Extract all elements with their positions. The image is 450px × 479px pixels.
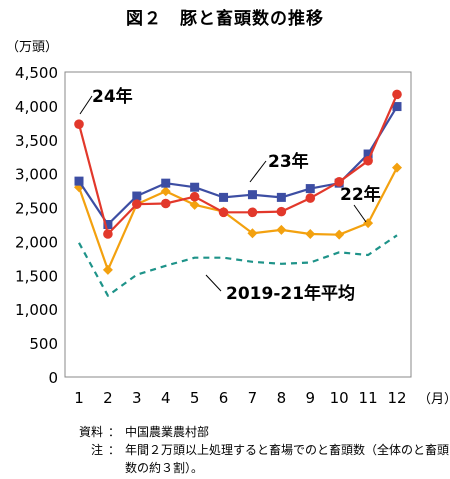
- x-tick-label: 8: [277, 389, 287, 407]
- series-0-point: [363, 155, 373, 166]
- x-tick-label: 2: [103, 389, 113, 407]
- series-2-line: [77, 167, 398, 271]
- series-1-point: [305, 184, 315, 194]
- series-3-line: [78, 234, 398, 297]
- footnote-key: 注: [90, 443, 103, 457]
- y-tick-label: 3,000: [15, 166, 58, 184]
- x-tick-label: 6: [219, 389, 229, 407]
- series-0-point: [276, 206, 287, 217]
- series-2-point: [392, 162, 402, 173]
- series-1-point: [132, 191, 142, 201]
- series-0-point: [189, 191, 200, 202]
- series-label-leader: [249, 160, 267, 183]
- y-axis: 0 500 1,000 1,500 2,000 2,500 3,000 3,500 4,000 4…: [15, 64, 58, 387]
- source-note-separator: ：: [107, 425, 120, 439]
- x-axis-unit-label: （月）: [418, 392, 450, 407]
- series-label: 22年: [340, 184, 381, 205]
- series-labels: 24年 23年 22年 2019-21年平均: [79, 86, 381, 304]
- series-0-point: [334, 177, 344, 187]
- x-tick-label: 11: [359, 389, 378, 407]
- source-note-text: 中国農業農村部: [125, 425, 210, 439]
- x-tick-label: 1: [74, 389, 84, 407]
- footnote: 注 ： 年間２万頭以上処理すると畜場でのと畜頭数（全体のと畜頭数の約３割）。: [64, 441, 450, 477]
- series-2-point: [247, 228, 258, 239]
- x-tick-label: 5: [190, 389, 200, 407]
- series-2-point: [305, 228, 316, 239]
- y-tick-label: 500: [29, 335, 58, 353]
- y-tick-label: 1,500: [15, 267, 58, 285]
- notes: 資料 ： 中国農業農村部 注 ： 年間２万頭以上処理すると畜場でのと畜頭数（全体…: [64, 423, 450, 477]
- footnote-text: 年間２万頭以上処理すると畜場でのと畜頭数（全体のと畜頭数の約３割）。: [125, 443, 450, 475]
- y-tick-label: 3,500: [15, 132, 58, 150]
- y-axis-unit-label: （万頭）: [6, 40, 58, 55]
- series-1: [74, 102, 402, 229]
- series-label: 2019-21年平均: [226, 283, 355, 304]
- series-1-point: [276, 192, 286, 202]
- x-tick-label: 9: [305, 389, 315, 407]
- series-0-point: [247, 207, 258, 218]
- series-2-point: [189, 199, 200, 210]
- series-2-point: [276, 224, 287, 235]
- series-0-point: [305, 193, 316, 203]
- series-2-point: [334, 229, 345, 240]
- series-0-point: [103, 229, 113, 239]
- series-0-point: [218, 207, 229, 218]
- series-1-point: [74, 176, 84, 186]
- series-1-line: [78, 106, 398, 226]
- source-note-key: 資料: [78, 425, 103, 439]
- y-tick-label: 1,000: [15, 301, 58, 319]
- source-note: 資料 ： 中国農業農村部: [64, 423, 450, 441]
- chart-title: 図２ 豚と畜頭数の推移: [126, 9, 324, 29]
- series-1-point: [219, 192, 229, 202]
- series-1-point: [247, 190, 257, 200]
- x-tick-label: 12: [387, 389, 406, 407]
- footnote-separator: ：: [107, 443, 120, 457]
- y-tick-label: 4,000: [15, 98, 58, 116]
- x-tick-label: 3: [132, 389, 142, 407]
- series-1-point: [103, 220, 113, 229]
- series-2-point: [102, 264, 113, 275]
- series-0-point: [74, 119, 84, 129]
- x-axis: 1 2 3 4 5 6 7 8 9 10 11 12: [74, 389, 406, 407]
- y-tick-label: 2,500: [15, 200, 58, 218]
- y-tick-label: 4,500: [15, 64, 58, 82]
- plot-area: [64, 71, 412, 378]
- series-0-line: [77, 93, 399, 236]
- series-label-leader: [353, 204, 367, 223]
- x-tick-label: 10: [330, 389, 349, 407]
- line-chart: （万頭） （月） 0 500 1,000 1,500 2,000 2,500 3,000 3,…: [6, 40, 450, 407]
- series-1-point: [392, 102, 402, 112]
- series-layer: [74, 89, 402, 297]
- series-label-leader: [205, 274, 222, 292]
- series-0: [74, 89, 402, 239]
- series-label: 23年: [268, 151, 309, 172]
- series-0-point: [392, 89, 402, 100]
- series-2-point: [160, 186, 171, 197]
- series-1-point: [161, 178, 171, 188]
- y-tick-label: 2,000: [15, 233, 58, 251]
- x-tick-label: 7: [248, 389, 258, 407]
- series-label: 24年: [92, 86, 133, 107]
- x-tick-label: 4: [161, 389, 171, 407]
- y-tick-label: 0: [48, 369, 58, 387]
- series-3: [78, 234, 398, 297]
- series-label-leader: [79, 95, 93, 115]
- series-0-point: [132, 199, 142, 209]
- series-0-point: [160, 198, 171, 209]
- series-1-point: [190, 182, 200, 192]
- series-1-point: [363, 149, 373, 159]
